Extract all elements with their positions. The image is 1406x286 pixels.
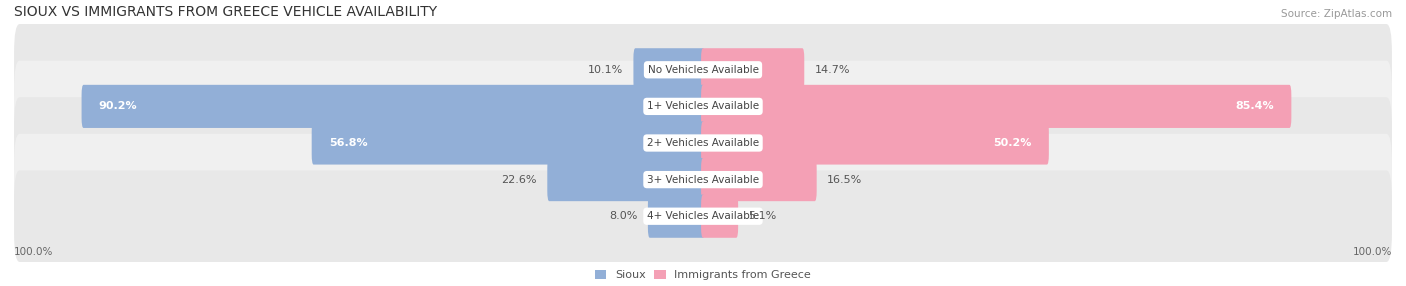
Text: 4+ Vehicles Available: 4+ Vehicles Available — [647, 211, 759, 221]
FancyBboxPatch shape — [702, 158, 817, 201]
FancyBboxPatch shape — [702, 85, 1291, 128]
Text: 22.6%: 22.6% — [502, 175, 537, 184]
Text: 2+ Vehicles Available: 2+ Vehicles Available — [647, 138, 759, 148]
FancyBboxPatch shape — [702, 122, 1049, 164]
FancyBboxPatch shape — [547, 158, 704, 201]
Text: 90.2%: 90.2% — [98, 102, 138, 111]
FancyBboxPatch shape — [634, 48, 704, 91]
FancyBboxPatch shape — [312, 122, 704, 164]
FancyBboxPatch shape — [648, 195, 704, 238]
FancyBboxPatch shape — [14, 97, 1392, 189]
FancyBboxPatch shape — [82, 85, 704, 128]
Text: 100.0%: 100.0% — [1353, 247, 1392, 257]
FancyBboxPatch shape — [14, 170, 1392, 262]
Text: 5.1%: 5.1% — [748, 211, 776, 221]
Text: 8.0%: 8.0% — [609, 211, 637, 221]
Text: 56.8%: 56.8% — [329, 138, 367, 148]
Text: 100.0%: 100.0% — [14, 247, 53, 257]
FancyBboxPatch shape — [702, 48, 804, 91]
Text: 14.7%: 14.7% — [814, 65, 851, 75]
Text: 1+ Vehicles Available: 1+ Vehicles Available — [647, 102, 759, 111]
Text: No Vehicles Available: No Vehicles Available — [648, 65, 758, 75]
Text: 50.2%: 50.2% — [993, 138, 1032, 148]
Text: 3+ Vehicles Available: 3+ Vehicles Available — [647, 175, 759, 184]
FancyBboxPatch shape — [702, 195, 738, 238]
Text: 16.5%: 16.5% — [827, 175, 862, 184]
Text: Source: ZipAtlas.com: Source: ZipAtlas.com — [1281, 9, 1392, 19]
Text: 10.1%: 10.1% — [588, 65, 623, 75]
FancyBboxPatch shape — [14, 61, 1392, 152]
FancyBboxPatch shape — [14, 24, 1392, 116]
FancyBboxPatch shape — [14, 134, 1392, 225]
Text: SIOUX VS IMMIGRANTS FROM GREECE VEHICLE AVAILABILITY: SIOUX VS IMMIGRANTS FROM GREECE VEHICLE … — [14, 5, 437, 19]
Text: 85.4%: 85.4% — [1236, 102, 1274, 111]
Legend: Sioux, Immigrants from Greece: Sioux, Immigrants from Greece — [595, 270, 811, 280]
